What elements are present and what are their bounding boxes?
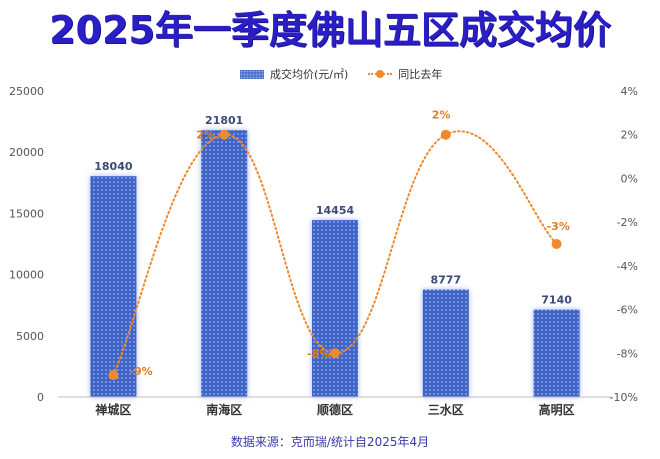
- line-series: -9% 2% -8% 2% -3%: [108, 109, 570, 381]
- y-right-tick-label: 0%: [621, 172, 638, 185]
- y-right-tick-label: 4%: [621, 85, 638, 98]
- y-right-tick-label: -10%: [610, 391, 638, 404]
- y-left-tick-label: 25000: [9, 85, 44, 98]
- legend-line-swatch: [368, 69, 393, 79]
- line-value-label: -8%: [307, 347, 330, 360]
- bar: [422, 289, 469, 397]
- y-right-tick-label: -4%: [617, 260, 638, 273]
- legend-line-label: 同比去年: [398, 68, 443, 81]
- chart-legend: 成交均价(元/㎡) 同比去年: [240, 66, 442, 82]
- legend-bar-swatch: [240, 69, 264, 79]
- legend-bar-label: 成交均价(元/㎡): [270, 68, 349, 81]
- line-point: [551, 239, 562, 249]
- y-left-tick-label: 20000: [9, 146, 44, 159]
- bar-value-label: 7140: [541, 294, 572, 307]
- x-tick-label: 禅城区: [94, 402, 131, 417]
- bar-value-label: 14454: [316, 204, 355, 217]
- bar-value-label: 18040: [94, 160, 133, 173]
- y-right-tick-label: -6%: [617, 304, 638, 317]
- x-axis: 禅城区 南海区 顺德区 三水区 高明区: [58, 396, 612, 417]
- bar-value-label: 21801: [205, 114, 243, 127]
- y-left-tick-label: 0: [37, 391, 44, 404]
- line-value-label: -3%: [547, 220, 570, 233]
- bar: [312, 220, 358, 397]
- y-axis-left: 0 5000 10000 15000 20000 25000: [9, 85, 44, 404]
- line-value-label: -9%: [129, 365, 152, 378]
- page-title: 2025年一季度佛山五区成交均价: [49, 8, 611, 52]
- bar: [90, 176, 137, 397]
- y-left-tick-label: 5000: [16, 330, 44, 343]
- line-point: [440, 129, 451, 140]
- y-right-tick-label: -2%: [617, 216, 638, 229]
- y-left-tick-label: 15000: [9, 207, 44, 220]
- data-source-note: 数据来源：克而瑞/统计自2025年4月: [230, 435, 430, 449]
- line-point: [108, 370, 119, 381]
- y-left-tick-label: 10000: [9, 269, 44, 282]
- y-right-tick-label: -8%: [617, 347, 638, 360]
- x-tick-label: 南海区: [206, 402, 242, 417]
- bar: [201, 130, 248, 397]
- x-tick-label: 顺德区: [317, 402, 353, 417]
- x-tick-label: 高明区: [539, 402, 575, 417]
- line-value-label: 2%: [196, 129, 215, 142]
- line-point: [219, 129, 230, 140]
- line-point: [330, 348, 340, 359]
- bar-series: 18040 21801 14454 8777 7140: [90, 114, 580, 397]
- y-right-tick-label: 2%: [621, 129, 638, 142]
- bar: [533, 309, 580, 397]
- line-value-label: 2%: [432, 109, 451, 122]
- bar-value-label: 8777: [430, 274, 461, 287]
- y-axis-right: -10% -8% -6% -4% -2% 0% 2% 4%: [610, 85, 638, 404]
- x-tick-label: 三水区: [428, 402, 464, 417]
